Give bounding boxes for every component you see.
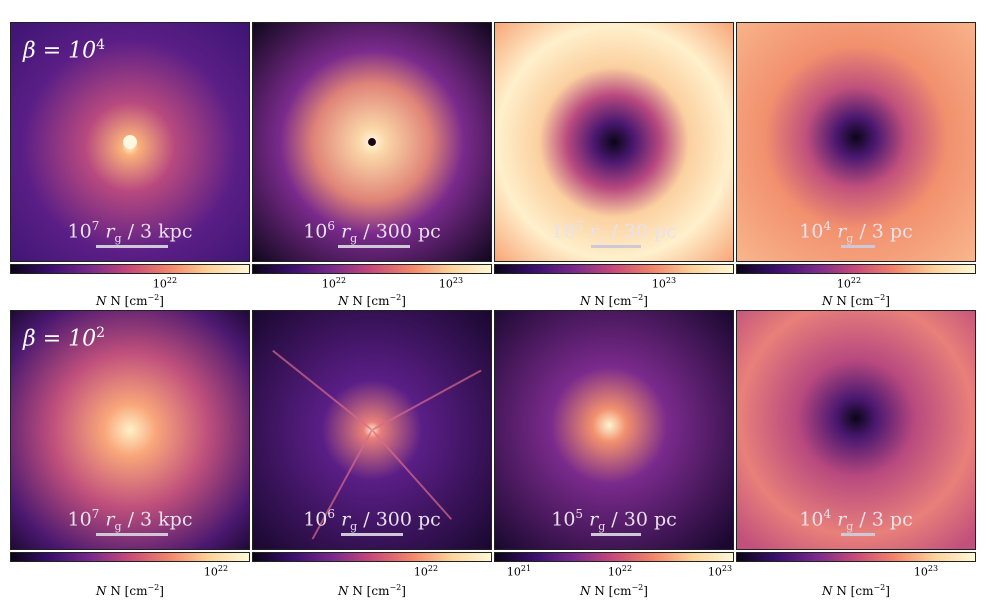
colorbar-label: N N [cm−2] xyxy=(96,583,164,598)
colorbar-tick: 1022 xyxy=(836,276,862,291)
colorbar-tick: 1022 xyxy=(203,564,229,579)
scale-label: 106 rg / 300 pc xyxy=(303,219,441,246)
scale-bar xyxy=(341,533,403,536)
scale-bar xyxy=(591,245,641,248)
colorbar-label: N N [cm−2] xyxy=(96,293,164,308)
colorbar xyxy=(736,552,976,562)
scale-bar xyxy=(591,533,641,536)
colorbar xyxy=(252,552,492,562)
beta-label: β = 102 xyxy=(23,325,106,352)
density-map xyxy=(11,311,249,549)
colorbar xyxy=(736,264,976,274)
colorbar-tick: 1023 xyxy=(707,564,733,579)
colorbar-label: N N [cm−2] xyxy=(822,583,890,598)
scale-bar xyxy=(96,245,168,248)
colorbar xyxy=(10,552,250,562)
colorbar xyxy=(494,552,734,562)
density-map xyxy=(11,23,249,261)
colorbar-tick: 1022 xyxy=(607,564,633,579)
scale-label: 104 rg / 3 pc xyxy=(799,507,913,534)
panel-beta2-3: 105 rg / 30 pc xyxy=(494,310,734,550)
colorbar-tick: 1021 xyxy=(506,564,532,579)
density-map xyxy=(253,23,491,261)
panel-beta4-3: 105 rg / 30 pc xyxy=(494,22,734,262)
density-map xyxy=(737,23,975,261)
colorbar-tick: 1022 xyxy=(321,276,347,291)
colorbar xyxy=(10,264,250,274)
density-map xyxy=(495,23,733,261)
scale-label: 105 rg / 30 pc xyxy=(551,219,677,246)
panel-beta4-1: β = 104 107 rg / 3 kpc xyxy=(10,22,250,262)
scale-bar xyxy=(96,533,168,536)
colorbar-tick: 1023 xyxy=(913,564,939,579)
colorbar-label: N N [cm−2] xyxy=(580,583,648,598)
density-map xyxy=(253,311,491,549)
colorbar-label: N N [cm−2] xyxy=(822,293,890,308)
scale-bar xyxy=(338,245,410,248)
panel-beta2-2: 106 rg / 300 pc xyxy=(252,310,492,550)
scale-label: 106 rg / 300 pc xyxy=(303,507,441,534)
scale-label: 105 rg / 30 pc xyxy=(551,507,677,534)
density-map xyxy=(737,311,975,549)
colorbar-label: N N [cm−2] xyxy=(338,293,406,308)
panel-beta2-1: β = 102 107 rg / 3 kpc xyxy=(10,310,250,550)
colorbar-label: N N [cm−2] xyxy=(338,583,406,598)
density-map xyxy=(495,311,733,549)
colorbar xyxy=(494,264,734,274)
colorbar-label: N N [cm−2] xyxy=(580,293,648,308)
panel-beta4-2: 106 rg / 300 pc xyxy=(252,22,492,262)
colorbar-tick: 1022 xyxy=(413,564,439,579)
scale-bar xyxy=(841,245,875,248)
scale-label: 107 rg / 3 kpc xyxy=(67,219,193,246)
panel-beta4-4: 104 rg / 3 pc xyxy=(736,22,976,262)
scale-bar xyxy=(841,533,875,536)
colorbar-tick: 1022 xyxy=(152,276,178,291)
colorbar-tick: 1023 xyxy=(651,276,677,291)
panel-beta2-4: 104 rg / 3 pc xyxy=(736,310,976,550)
beta-label: β = 104 xyxy=(23,37,106,64)
colorbar-tick: 1023 xyxy=(438,276,464,291)
scale-label: 107 rg / 3 kpc xyxy=(67,507,193,534)
colorbar xyxy=(252,264,492,274)
scale-label: 104 rg / 3 pc xyxy=(799,219,913,246)
